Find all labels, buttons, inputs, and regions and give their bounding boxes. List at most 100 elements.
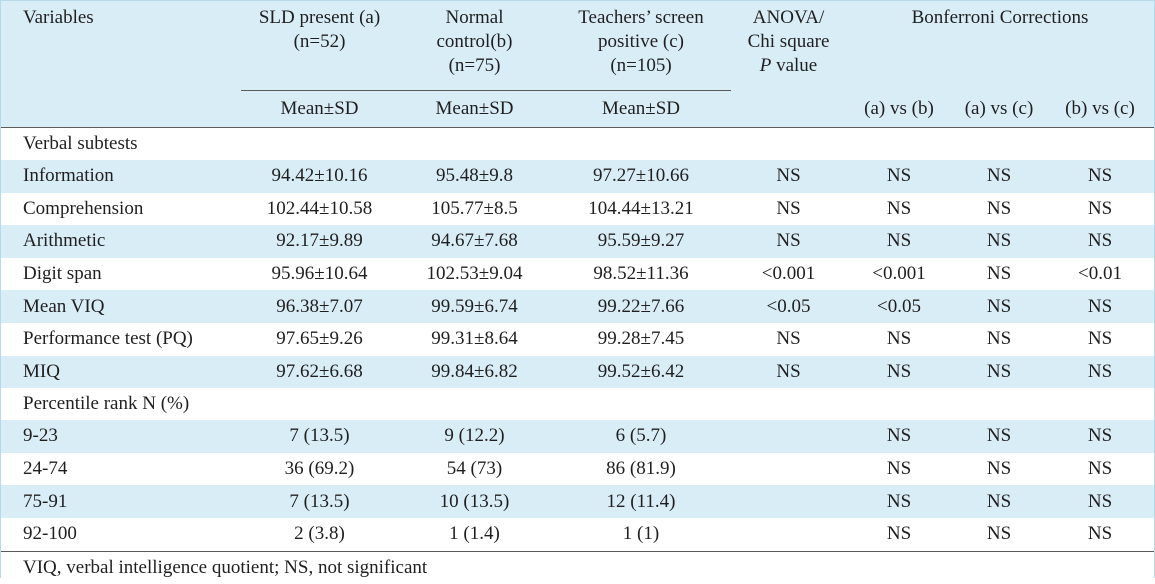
table-row: Performance test (PQ) 97.65±9.26 99.31±8.6…: [1, 322, 1154, 356]
table-cell: 102.53±9.04: [426, 263, 523, 285]
header-line: P value: [737, 54, 840, 78]
table-cell: 98.52±11.36: [593, 263, 689, 285]
table-cell: NS: [776, 328, 801, 350]
table-cell: NS: [886, 490, 912, 512]
table-cell: NS: [1087, 197, 1113, 219]
table-cell: NS: [986, 230, 1012, 252]
table-cell: 6 (5.7): [615, 425, 667, 447]
table-cell: NS: [1087, 295, 1113, 317]
footnote-row: VIQ, verbal intelligence quotient; NS, n…: [1, 550, 1154, 584]
header-line: (n=75): [448, 55, 501, 76]
table-cell: NS: [986, 425, 1012, 447]
table-cell: NS: [886, 523, 912, 545]
header-teachers-screen: Teachers’ screen positive (c) (n=105): [551, 1, 731, 91]
table-cell: 105.77±8.5: [431, 197, 518, 219]
table-cell: NS: [986, 197, 1012, 219]
table-cell: 97.27±10.66: [593, 165, 689, 187]
table-cell: NS: [1087, 360, 1113, 382]
table-cell: 95.59±9.27: [597, 230, 685, 252]
subheader-ac: (a) vs (c): [964, 97, 1034, 119]
table-row: 9-23 7 (13.5) 9 (12.2) 6 (5.7) NS NS NS: [1, 420, 1154, 453]
table-cell: 95.96±10.64: [271, 263, 368, 285]
table-cell: 94.67±7.68: [431, 230, 518, 252]
table-cell: NS: [986, 295, 1012, 317]
table-cell: 97.62±6.68: [276, 360, 363, 382]
section-percentile-rank: Percentile rank N (%): [23, 393, 190, 415]
table-cell: 99.22±7.66: [597, 295, 685, 317]
table-cell: 86 (81.9): [606, 458, 676, 480]
footnote: VIQ, verbal intelligence quotient; NS, n…: [1, 550, 1154, 584]
table-row: 92-100 2 (3.8) 1 (1.4) 1 (1) NS NS NS: [1, 517, 1154, 552]
table-cell: <0.01: [1078, 263, 1122, 285]
table-body: Verbal subtests Information 94.42±10.16 95…: [1, 127, 1154, 584]
table-cell: 95.48±9.8: [436, 165, 513, 187]
table-cell: NS: [986, 490, 1012, 512]
table-cell: NS: [1087, 425, 1113, 447]
header-line: Chi square: [747, 31, 830, 52]
table-cell: NS: [886, 425, 912, 447]
table-cell: 102.44±10.58: [266, 197, 373, 219]
table-cell: NS: [1087, 490, 1113, 512]
table-row: Comprehension 102.44±10.58 105.77±8.5 104.4…: [1, 192, 1154, 226]
table-cell: 1 (1): [622, 523, 660, 545]
table-cell: NS: [986, 458, 1012, 480]
table-cell: <0.05: [877, 295, 921, 317]
table-cell: NS: [886, 458, 912, 480]
header-sld-present: SLD present (a) (n=52): [241, 1, 398, 91]
section-row: Verbal subtests: [1, 127, 1154, 160]
table-cell: 99.59±6.74: [431, 295, 518, 317]
table-cell: NS: [1087, 165, 1113, 187]
table-cell: NS: [986, 523, 1012, 545]
table-cell: NS: [886, 328, 912, 350]
table-cell: 92.17±9.89: [276, 230, 363, 252]
table-cell: 2 (3.8): [294, 523, 345, 545]
row-label: Mean VIQ: [23, 295, 105, 317]
header-line: (n=52): [293, 31, 346, 52]
table-cell: 7 (13.5): [289, 425, 350, 447]
table-cell: 36 (69.2): [284, 458, 355, 480]
header-bonferroni: Bonferroni Corrections: [911, 7, 1089, 28]
header-line: control(b): [436, 31, 513, 52]
table-cell: NS: [986, 328, 1012, 350]
row-label: 9-23: [23, 425, 58, 447]
header-line: SLD present (a): [258, 7, 381, 28]
row-label: 75-91: [23, 490, 68, 512]
subheader-row: Mean±SD Mean±SD Mean±SD (a) vs (b) (a) v…: [1, 90, 1154, 128]
table-cell: NS: [1087, 523, 1113, 545]
header-line: Normal: [445, 7, 504, 28]
header-normal-control: Normal control(b) (n=75): [398, 1, 551, 91]
row-label: 24-74: [23, 458, 68, 480]
table-cell: 99.84±6.82: [431, 360, 518, 382]
row-label: Information: [23, 165, 114, 187]
table-cell: [731, 485, 846, 518]
header-row: Variables SLD present (a) (n=52) Normal …: [1, 1, 1154, 91]
table-cell: NS: [886, 197, 912, 219]
header-line: (n=105): [610, 55, 672, 76]
header-line: Teachers’ screen: [578, 7, 704, 28]
table-cell: NS: [986, 360, 1012, 382]
row-label: Digit span: [23, 263, 102, 285]
table-cell: 99.52±6.42: [597, 360, 685, 382]
table-cell: 97.65±9.26: [276, 328, 363, 350]
table-cell: 12 (11.4): [606, 490, 676, 512]
table-cell: NS: [1087, 230, 1113, 252]
table-cell: 54 (73): [446, 458, 503, 480]
table-cell: NS: [776, 360, 801, 382]
table-cell: 10 (13.5): [439, 490, 510, 512]
table-cell: [731, 420, 846, 453]
table-cell: NS: [1087, 328, 1113, 350]
table-cell: NS: [776, 197, 801, 219]
table-cell: <0.001: [872, 263, 926, 285]
table-row: Mean VIQ 96.38±7.07 99.59±6.74 99.22±7.66 <0…: [1, 290, 1154, 323]
table-row: Information 94.42±10.16 95.48±9.8 97.27±10.…: [1, 160, 1154, 193]
table-row: 24-74 36 (69.2) 54 (73) 86 (81.9) NS NS NS: [1, 452, 1154, 486]
header-line: ANOVA/: [752, 7, 825, 28]
table-cell: 94.42±10.16: [271, 165, 368, 187]
row-label: MIQ: [23, 360, 60, 382]
table-cell: <0.001: [761, 263, 816, 285]
subheader-empty: [731, 91, 846, 128]
table-cell: NS: [986, 165, 1012, 187]
table-cell: NS: [886, 230, 912, 252]
subheader-empty: [1, 91, 241, 128]
